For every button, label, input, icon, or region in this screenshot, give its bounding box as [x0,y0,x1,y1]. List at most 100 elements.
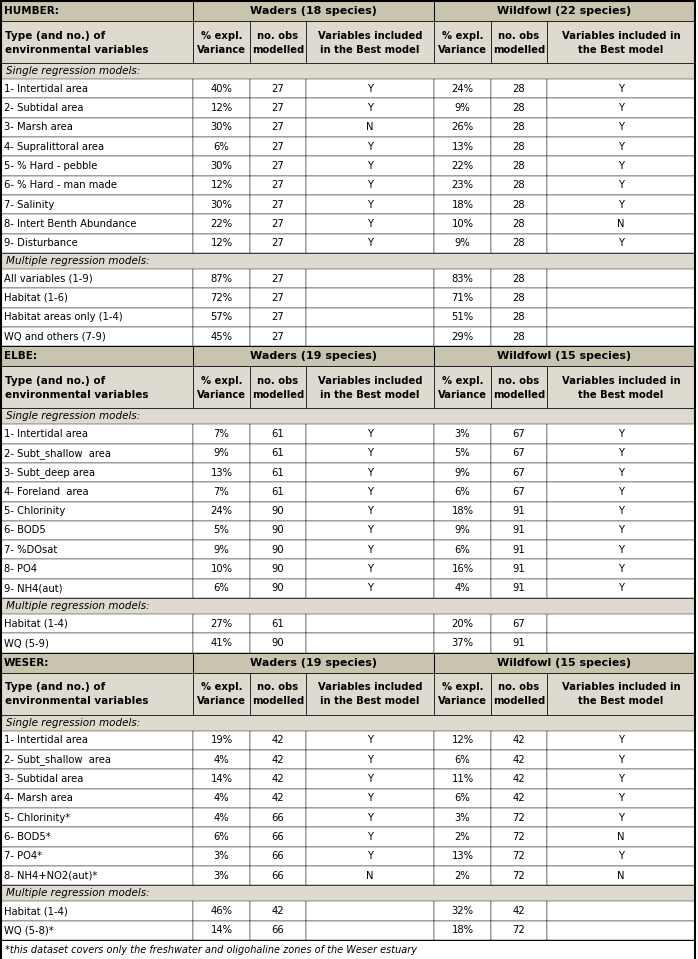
Text: 7- Salinity: 7- Salinity [4,199,54,210]
Text: 6%: 6% [454,755,470,764]
Bar [1,714,695,731]
Bar [306,195,434,214]
Bar [193,731,250,750]
Text: 72: 72 [512,871,526,880]
Bar [1,195,193,214]
Bar [434,366,491,409]
Bar [306,234,434,253]
Bar [193,921,250,940]
Bar [306,559,434,579]
Text: Y: Y [367,812,373,823]
Text: Multiple regression models:: Multiple regression models: [6,888,149,899]
Text: 91: 91 [512,564,526,574]
Text: 45%: 45% [211,332,232,341]
Text: 72: 72 [512,812,526,823]
Text: 27: 27 [272,199,284,210]
Text: 90: 90 [272,545,284,555]
Bar [547,540,695,559]
Bar [434,579,491,598]
Text: Y: Y [618,429,624,439]
Text: 8- PO4: 8- PO4 [4,564,37,574]
Text: the Best model: the Best model [579,44,664,55]
Bar [193,289,250,308]
Bar [547,99,695,118]
Bar [250,559,306,579]
Text: in the Best model: in the Best model [320,44,419,55]
Text: 42: 42 [513,736,526,745]
Text: 9%: 9% [214,545,230,555]
Bar [250,866,306,885]
Bar [434,769,491,788]
Text: 90: 90 [272,506,284,516]
Text: N: N [617,219,625,229]
Bar [1,559,193,579]
Text: modelled: modelled [252,696,304,707]
Text: 5%: 5% [214,526,230,535]
Bar [250,327,306,346]
Text: % expl.: % expl. [442,376,483,386]
Text: 42: 42 [513,774,526,784]
Bar [306,866,434,885]
Bar [250,901,306,921]
Text: ELBE:: ELBE: [4,351,37,362]
Bar [250,137,306,156]
Bar [306,289,434,308]
Bar [193,750,250,769]
Bar [250,156,306,175]
Bar [434,289,491,308]
Bar [306,731,434,750]
Text: 9%: 9% [454,526,470,535]
Bar [491,175,547,195]
Bar [1,788,193,808]
Text: 27: 27 [272,161,284,171]
Text: Variables included in: Variables included in [562,31,681,40]
Text: Y: Y [618,793,624,804]
Text: 27: 27 [272,219,284,229]
Bar [547,463,695,482]
Text: Y: Y [618,468,624,478]
Text: Wildfowl (22 species): Wildfowl (22 species) [498,6,632,16]
Bar [547,750,695,769]
Text: 90: 90 [272,638,284,648]
Bar [250,424,306,443]
Bar [1,614,193,634]
Bar [434,788,491,808]
Bar [491,808,547,828]
Text: 6%: 6% [454,793,470,804]
Bar [250,521,306,540]
Bar [491,579,547,598]
Bar [491,463,547,482]
Text: N: N [617,832,625,842]
Text: All variables (1-9): All variables (1-9) [4,273,93,284]
Bar [306,308,434,327]
Text: 2- Subtidal area: 2- Subtidal area [4,103,84,113]
Bar [250,214,306,234]
Bar [434,443,491,463]
Bar [193,463,250,482]
Bar [193,175,250,195]
Bar [547,175,695,195]
Bar [1,99,193,118]
Bar [1,118,193,137]
Bar [193,21,250,63]
Bar [491,137,547,156]
Text: Y: Y [618,545,624,555]
Text: modelled: modelled [493,389,545,400]
Text: 9%: 9% [214,448,230,458]
Text: no. obs: no. obs [258,31,299,40]
Bar [193,901,250,921]
Bar [193,118,250,137]
Bar [193,828,250,847]
Text: Y: Y [618,774,624,784]
Bar [547,901,695,921]
Bar [547,502,695,521]
Text: 30%: 30% [211,199,232,210]
Text: 57%: 57% [210,313,232,322]
Text: Variance: Variance [197,389,246,400]
Text: 72: 72 [512,832,526,842]
Bar [250,308,306,327]
Text: 27: 27 [272,313,284,322]
Text: modelled: modelled [493,44,545,55]
Text: Variables included: Variables included [318,683,422,692]
Text: Y: Y [618,448,624,458]
